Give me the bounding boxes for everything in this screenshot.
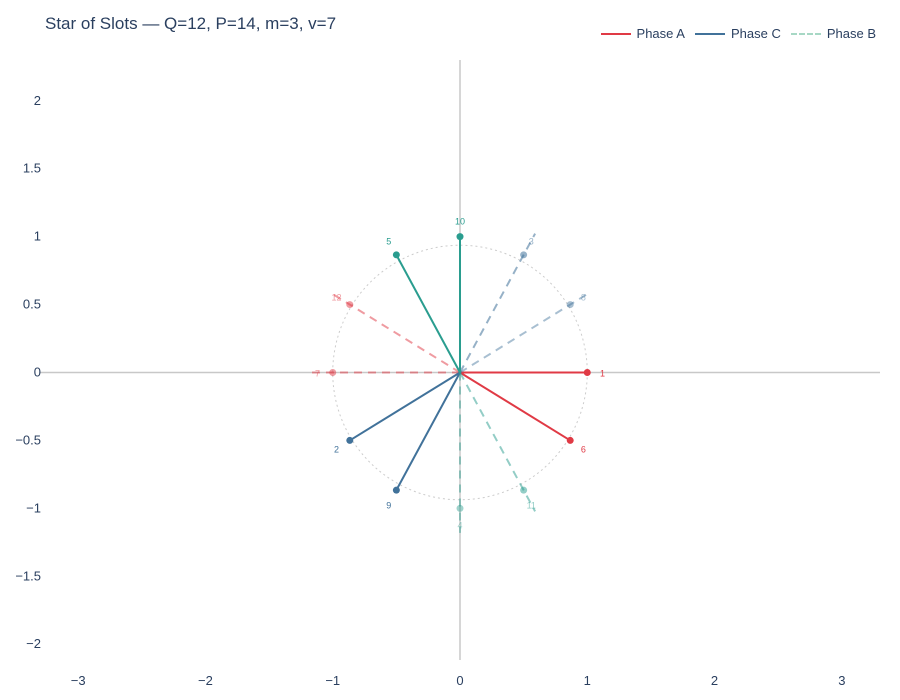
label-slot-10: 10 — [455, 216, 465, 226]
y-tick-label: −1 — [26, 500, 41, 515]
x-tick-label: 1 — [584, 673, 591, 688]
point-slot-3 — [520, 251, 528, 259]
label-slot-6: 6 — [581, 445, 586, 455]
spoke-slot-2 — [349, 371, 461, 442]
point-slot-1 — [583, 369, 591, 376]
spoke-slot-9 — [395, 372, 461, 491]
point-slot-2 — [346, 436, 354, 444]
legend-label-phase-c: Phase C — [730, 26, 781, 41]
legend-item-phase-a[interactable]: Phase A — [600, 26, 685, 41]
label-slot-5: 5 — [386, 237, 391, 247]
point-slot-11 — [520, 486, 528, 494]
y-tick-label: −2 — [26, 636, 41, 651]
legend: Phase A Phase C Phase B — [600, 26, 876, 41]
spoke-slot-5 — [395, 254, 461, 373]
legend-swatch-phase-c — [694, 32, 725, 35]
point-slot-8 — [566, 301, 574, 309]
x-tick-label: 0 — [456, 673, 463, 688]
legend-swatch-phase-b — [790, 32, 821, 35]
spoke-slot-6 — [459, 371, 571, 442]
legend-label-phase-b: Phase B — [826, 26, 876, 41]
legend-label-phase-a: Phase A — [636, 26, 685, 41]
label-slot-9: 9 — [386, 500, 391, 510]
x-tick-label: 3 — [838, 673, 845, 688]
y-tick-label: 1 — [34, 229, 41, 244]
label-slot-8: 8 — [581, 292, 586, 302]
y-tick-label: −0.5 — [15, 432, 41, 447]
y-tick-label: 0.5 — [23, 297, 41, 312]
point-slot-12 — [346, 301, 354, 309]
legend-swatch-phase-a — [600, 32, 631, 35]
x-tick-label: −2 — [198, 673, 213, 688]
label-slot-2: 2 — [334, 445, 339, 455]
point-slot-9 — [392, 486, 400, 494]
point-slot-4 — [456, 504, 464, 512]
label-slot-3: 3 — [529, 237, 534, 247]
x-tick-label: −3 — [71, 673, 86, 688]
label-slot-4: 4 — [457, 521, 462, 531]
y-tick-label: 1.5 — [23, 161, 41, 176]
x-tick-label: 2 — [711, 673, 718, 688]
legend-item-phase-c[interactable]: Phase C — [694, 26, 781, 41]
point-slot-6 — [566, 436, 574, 444]
point-slot-5 — [392, 251, 400, 259]
label-slot-1: 1 — [600, 369, 605, 379]
spoke-slot-8 — [459, 291, 591, 374]
legend-item-phase-b[interactable]: Phase B — [790, 26, 876, 41]
label-slot-7: 7 — [315, 369, 320, 379]
chart-title: Star of Slots — Q=12, P=14, m=3, v=7 — [45, 14, 337, 33]
y-tick-label: 2 — [34, 93, 41, 108]
label-slot-12: 12 — [332, 292, 342, 302]
x-tick-label: −1 — [325, 673, 340, 688]
y-tick-label: 0 — [34, 365, 41, 380]
point-slot-10 — [456, 233, 464, 241]
label-slot-11: 11 — [527, 500, 536, 510]
y-tick-label: −1.5 — [15, 568, 41, 583]
point-slot-7 — [329, 369, 337, 376]
